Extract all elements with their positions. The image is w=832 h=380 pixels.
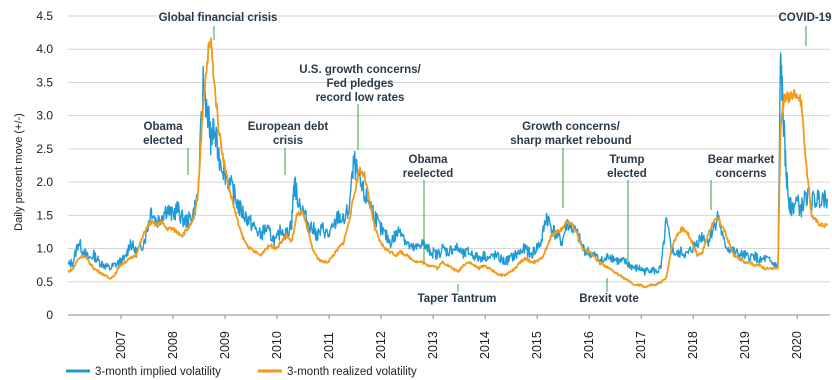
x-tick-label: 2011 [322, 332, 336, 359]
y-tick-label: 2.0 [36, 175, 53, 189]
y-tick-label: 1.5 [36, 208, 53, 222]
annotation-label: reelected [403, 168, 454, 180]
y-tick-label: 4.5 [36, 9, 53, 23]
y-axis-label: Daily percent move (+/-) [13, 113, 25, 231]
annotation-label: European debt [248, 121, 329, 133]
annotation-label: sharp market rebound [510, 135, 631, 147]
annotation-label: elected [143, 135, 183, 147]
y-tick-labels: 0 0.5 1.0 1.5 2.0 2.5 3.0 3.5 4.0 4.5 [36, 9, 53, 322]
annotation-label: Taper Tantrum [418, 293, 497, 305]
x-tick-label: 2009 [218, 331, 232, 359]
x-tick-label: 2019 [738, 331, 752, 359]
y-tick-label: 3.5 [36, 75, 53, 89]
x-tick-label: 2016 [582, 331, 596, 359]
x-tick-label: 2013 [426, 331, 440, 359]
annotation-label: Trump [609, 154, 644, 166]
legend: 3-month implied volatility 3-month reali… [66, 366, 417, 378]
annotation-label: record low rates [316, 92, 405, 104]
annotation-label: Obama [409, 154, 449, 166]
legend-label-implied: 3-month implied volatility [95, 366, 221, 378]
x-tick-label: 2008 [166, 331, 180, 359]
y-tick-label: 0 [46, 308, 53, 322]
y-tick-label: 0.5 [36, 275, 53, 289]
annotation-label: Fed pledges [326, 78, 393, 90]
annotation-label: Obama [144, 121, 184, 133]
legend-label-realized: 3-month realized volatility [287, 366, 417, 378]
x-tick-label: 2012 [374, 331, 388, 359]
x-tick-label: 2017 [634, 331, 648, 359]
annotation-label: concerns [715, 168, 766, 180]
x-tick-labels: 2007 2008 2009 2010 2011 2012 2013 2014 2015 2016… [114, 315, 804, 359]
x-tick-label: 2007 [114, 331, 128, 359]
annotation-label: Bear market [708, 154, 775, 166]
y-tick-label: 3.0 [36, 109, 53, 123]
annotation-label: elected [607, 168, 647, 180]
annotation-label: COVID-19 [778, 12, 831, 24]
annotation-label: U.S. growth concerns/ [299, 64, 421, 76]
x-tick-label: 2018 [686, 331, 700, 359]
y-tick-label: 2.5 [36, 142, 53, 156]
y-tick-label: 4.0 [36, 42, 53, 56]
annotation-label: Growth concerns/ [522, 121, 621, 133]
x-tick-label: 2015 [530, 331, 544, 359]
y-tick-label: 1.0 [36, 242, 53, 256]
series-lines [67, 37, 829, 289]
annotation-label: crisis [273, 135, 303, 147]
annotations: Global financial crisis Obama elected Europ… [143, 12, 831, 305]
series-line-realized [67, 37, 829, 289]
annotation-label: Global financial crisis [159, 12, 278, 24]
x-tick-label: 2014 [478, 331, 492, 359]
annotation-label: Brexit vote [579, 293, 638, 305]
x-tick-label: 2010 [270, 331, 284, 359]
x-tick-label: 2020 [790, 331, 804, 359]
